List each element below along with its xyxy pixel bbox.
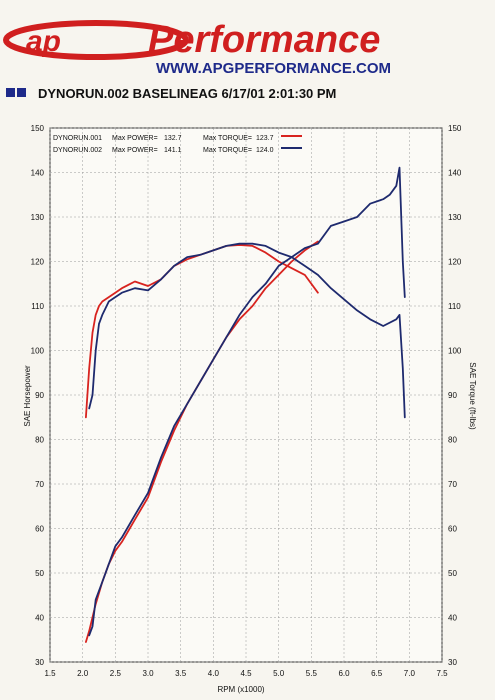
y-tick-label-right: 140 <box>448 169 462 178</box>
x-tick-label: 3.0 <box>142 669 154 678</box>
y-tick-label-right: 80 <box>448 436 457 445</box>
y-tick-label-left: 110 <box>31 302 44 311</box>
series-line-dynorun-002-power <box>88 166 406 637</box>
y-tick-label-left: 80 <box>35 436 44 445</box>
y-tick-label-left: 30 <box>35 658 44 667</box>
legend-run2-torque-label: Max TORQUE= <box>203 147 252 154</box>
logo-text: ap <box>26 25 61 58</box>
y-tick-label-left: 150 <box>31 124 45 133</box>
x-tick-label: 1.5 <box>44 669 56 678</box>
y-tick-label-left: 130 <box>31 213 45 222</box>
series-line-dynorun-002-torque <box>88 242 406 419</box>
y-tick-label-right: 30 <box>448 658 457 667</box>
y-tick-label-right: 40 <box>448 614 457 623</box>
marker-square-right <box>17 88 26 97</box>
legend-run2-power-label: Max POWER= <box>112 147 158 154</box>
brand-swoosh <box>3 20 189 60</box>
y-tick-label-right: 60 <box>448 525 457 534</box>
brand-name: Performance <box>148 19 380 61</box>
legend-run1-power-value: 132.7 <box>164 135 182 142</box>
legend-run1-power-label: Max POWER= <box>112 135 158 142</box>
y-tick-label-right: 110 <box>448 302 461 311</box>
x-tick-label: 4.0 <box>208 669 220 678</box>
x-tick-label: 5.5 <box>306 669 318 678</box>
legend-run1-torque-label: Max TORQUE= <box>203 135 252 142</box>
header-marker-squares <box>6 88 26 97</box>
y-tick-label-right: 130 <box>448 213 462 222</box>
legend-run2-torque-value: 124.0 <box>256 147 274 154</box>
y-tick-label-left: 70 <box>35 480 44 489</box>
y-tick-label-left: 120 <box>31 258 45 267</box>
x-tick-label: 2.5 <box>110 669 122 678</box>
y-tick-label-right: 150 <box>448 124 462 133</box>
y-tick-label-right: 100 <box>448 347 462 356</box>
y-tick-label-left: 90 <box>35 391 44 400</box>
legend-run1-torque-value: 123.7 <box>256 135 274 142</box>
x-tick-label: 3.5 <box>175 669 187 678</box>
legend-run1-label: DYNORUN.001 <box>53 135 102 142</box>
y-tick-label-left: 140 <box>31 169 45 178</box>
y-tick-label-right: 50 <box>448 569 457 578</box>
x-tick-label: 4.5 <box>240 669 252 678</box>
x-tick-label: 5.0 <box>273 669 285 678</box>
y-tick-label-right: 70 <box>448 480 457 489</box>
x-tick-label: 7.0 <box>404 669 416 678</box>
brand-url[interactable]: WWW.APGPERFORMANCE.COM <box>156 60 391 77</box>
x-tick-label: 2.0 <box>77 669 89 678</box>
legend-run2-power-value: 141.1 <box>164 147 182 154</box>
x-axis-label: RPM (x1000) <box>217 685 264 694</box>
y-axis-label-left: SAE Horsepower <box>23 365 32 427</box>
legend-run2-label: DYNORUN.002 <box>53 147 102 154</box>
y-tick-label-left: 50 <box>35 569 44 578</box>
y-tick-label-left: 60 <box>35 525 44 534</box>
x-tick-label: 6.0 <box>338 669 350 678</box>
marker-square-left <box>6 88 15 97</box>
y-tick-label-left: 40 <box>35 614 44 623</box>
y-tick-label-left: 100 <box>31 347 45 356</box>
x-tick-label: 6.5 <box>371 669 383 678</box>
y-axis-label-right: SAE Torque (ft-lbs) <box>468 362 477 430</box>
x-tick-label: 7.5 <box>436 669 448 678</box>
run-title: DYNORUN.002 BASELINEAG 6/17/01 2:01:30 P… <box>38 86 337 101</box>
y-tick-label-right: 120 <box>448 258 462 267</box>
brand-header: ap Performance WWW.APGPERFORMANCE.COM <box>3 19 391 77</box>
y-tick-label-right: 90 <box>448 391 457 400</box>
